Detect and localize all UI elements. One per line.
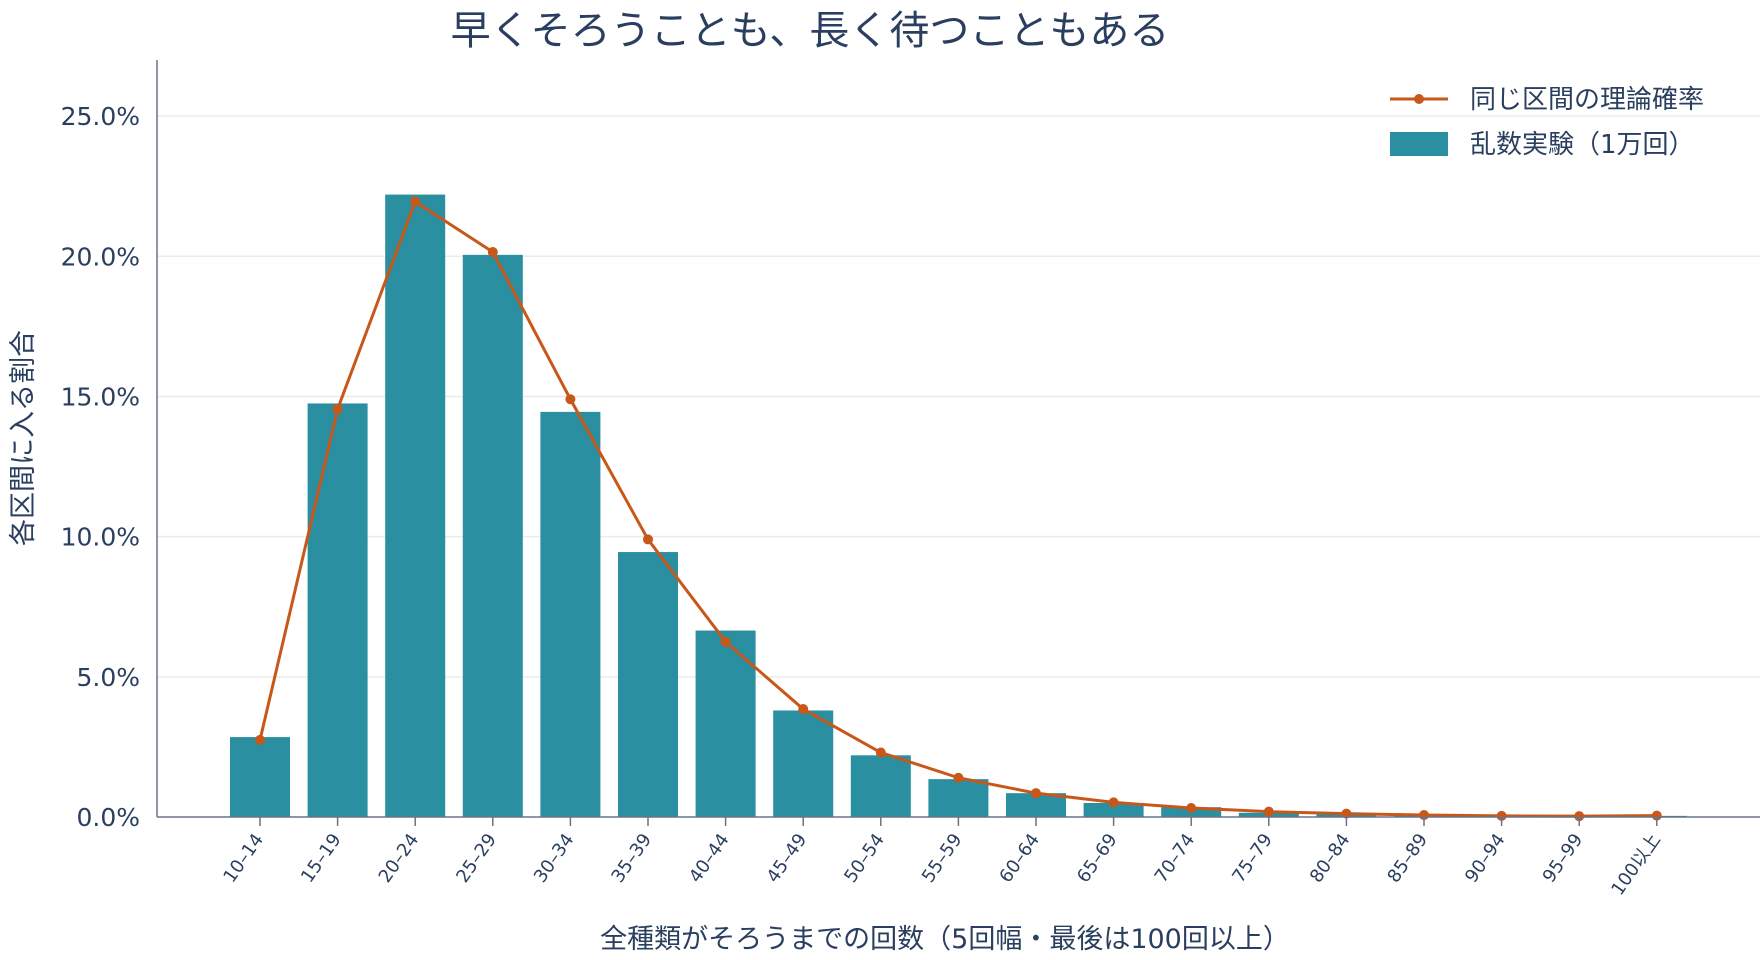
y-tick-label: 0.0% bbox=[76, 803, 140, 832]
x-tick-label: 40–44 bbox=[685, 830, 734, 887]
bar bbox=[850, 755, 911, 817]
x-tick-label: 45–49 bbox=[763, 830, 812, 887]
x-tick-label: 30–34 bbox=[530, 830, 579, 887]
x-tick-label: 75–79 bbox=[1228, 830, 1277, 887]
x-axis-title: 全種類がそろうまでの回数（5回幅・最後は100回以上） bbox=[600, 924, 1290, 955]
legend-bar-swatch bbox=[1390, 132, 1448, 156]
bar-series bbox=[230, 194, 1687, 818]
x-tick-label: 85–89 bbox=[1383, 830, 1432, 887]
bar bbox=[540, 411, 601, 817]
line-point bbox=[1263, 806, 1274, 817]
bar bbox=[695, 630, 756, 817]
x-tick-label: 55–59 bbox=[918, 830, 967, 887]
x-tick-labels: 10–14 15–19 20–24 25–29 30–34 35–39 40–44 45–49… bbox=[219, 830, 1664, 900]
y-tick-label: 5.0% bbox=[76, 663, 140, 692]
x-tick-label: 80–84 bbox=[1306, 830, 1355, 887]
bar bbox=[230, 737, 290, 817]
line-point bbox=[798, 704, 809, 715]
x-tick-label: 100以上 bbox=[1607, 830, 1665, 900]
legend: 同じ区間の理論確率 乱数実験（1万回） bbox=[1390, 85, 1704, 160]
bar bbox=[307, 403, 368, 817]
bar bbox=[1083, 802, 1144, 817]
legend-line-marker bbox=[1414, 94, 1424, 104]
line-point bbox=[1651, 810, 1662, 821]
bar bbox=[618, 552, 678, 817]
y-tick-label: 10.0% bbox=[61, 523, 140, 552]
x-tick-label: 95–99 bbox=[1539, 830, 1588, 887]
bar bbox=[385, 194, 446, 818]
bar bbox=[773, 710, 834, 817]
line-point bbox=[255, 734, 265, 745]
legend-label-theory: 同じ区間の理論確率 bbox=[1470, 85, 1704, 115]
line-point bbox=[953, 772, 964, 783]
line-point bbox=[1341, 808, 1352, 819]
chart-title: 早くそろうことも、長く待つこともある bbox=[451, 8, 1170, 54]
line-point bbox=[1031, 788, 1041, 799]
y-tick-label: 15.0% bbox=[61, 382, 140, 411]
line-point bbox=[410, 196, 421, 207]
x-tick-label: 50–54 bbox=[840, 830, 889, 887]
line-point bbox=[1574, 811, 1585, 822]
bar bbox=[928, 779, 989, 817]
y-tick-labels: 0.0% 5.0% 10.0% 15.0% 20.0% 25.0% bbox=[61, 102, 140, 832]
line-point bbox=[332, 404, 343, 415]
x-tick-label: 70–74 bbox=[1151, 830, 1200, 887]
line-series bbox=[255, 196, 1662, 822]
x-tick-label: 60–64 bbox=[995, 830, 1044, 887]
x-tick-label: 25–29 bbox=[452, 830, 501, 887]
x-tick-label: 65–69 bbox=[1073, 830, 1122, 887]
line-point bbox=[643, 534, 653, 545]
axes bbox=[156, 60, 1760, 826]
line-point bbox=[1186, 803, 1197, 814]
y-tick-label: 25.0% bbox=[61, 102, 140, 131]
bar bbox=[462, 254, 523, 817]
y-axis-title: 各区間に入る割合 bbox=[8, 330, 39, 546]
y-tick-label: 20.0% bbox=[61, 242, 140, 271]
x-tick-label: 15–19 bbox=[297, 830, 346, 887]
line-point bbox=[1108, 797, 1119, 808]
bar bbox=[1006, 793, 1066, 817]
legend-label-experiment: 乱数実験（1万回） bbox=[1470, 130, 1695, 160]
line-point bbox=[1496, 810, 1507, 821]
line-point bbox=[487, 247, 498, 258]
line-point bbox=[875, 747, 886, 758]
x-tick-label: 35–39 bbox=[607, 830, 656, 887]
x-tick-label: 90–94 bbox=[1461, 830, 1510, 887]
line-point bbox=[720, 636, 731, 647]
x-tick-label: 20–24 bbox=[375, 830, 424, 887]
x-tick-label: 10–14 bbox=[219, 830, 268, 887]
line-point bbox=[565, 394, 576, 405]
